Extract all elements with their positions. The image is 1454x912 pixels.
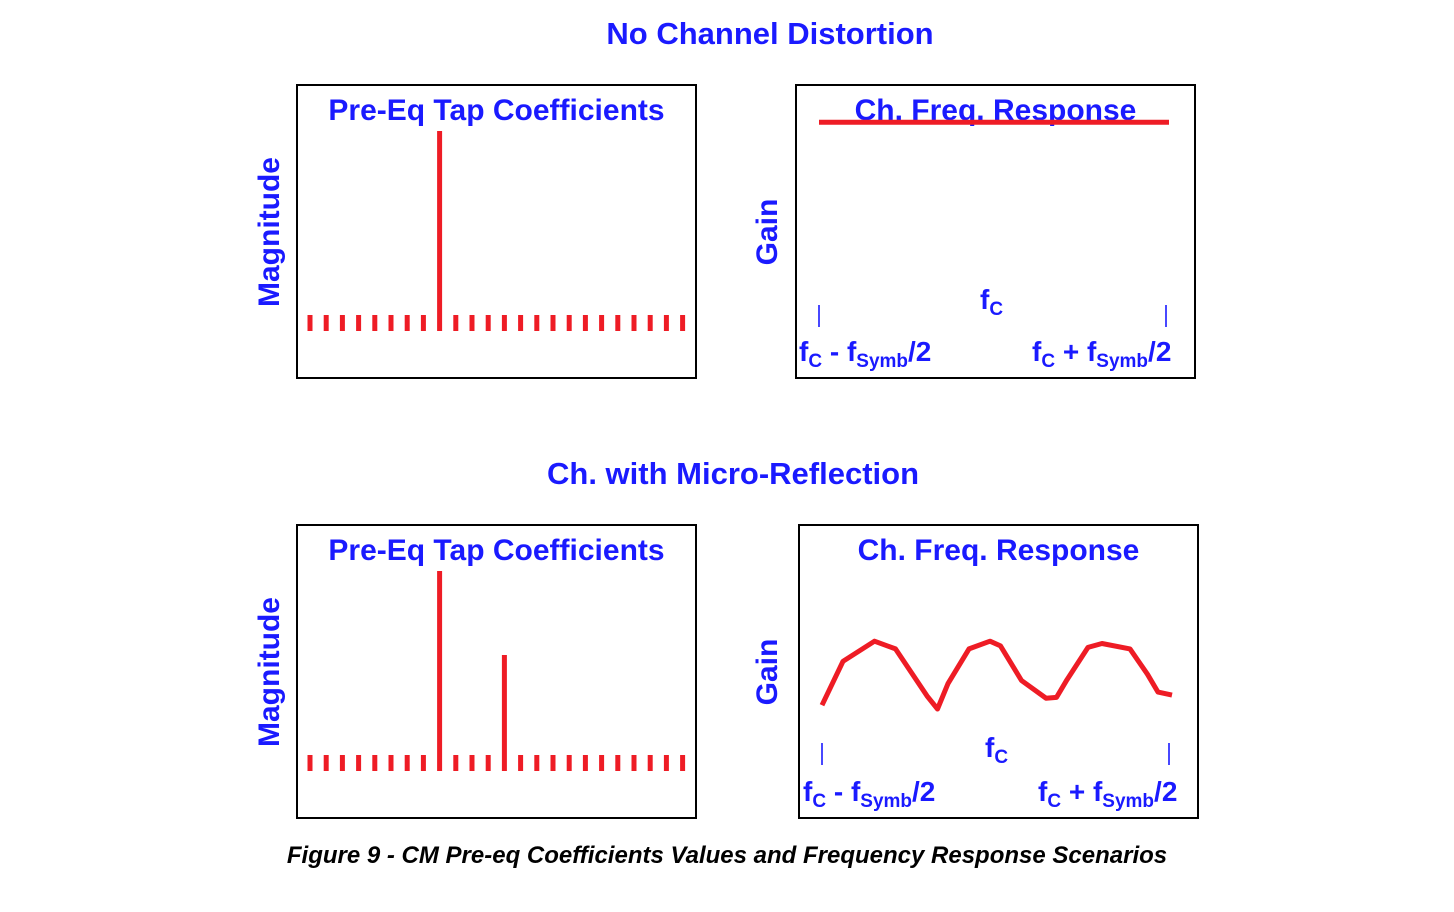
section-title-micro-reflection: Ch. with Micro-Reflection [547,456,919,491]
f-low-label-2: fC - fSymb/2 [803,776,936,812]
f-high-label-1: fC + fSymb/2 [1032,336,1172,372]
freq-ylabel-1: Gain [751,198,784,266]
taps-ylabel-2: Magnitude [253,597,286,747]
f-high-label-2: fC + fSymb/2 [1038,776,1178,812]
freq-panel-title-2: Ch. Freq. Response [857,534,1140,567]
gain-curve [819,638,1173,712]
figure-caption: Figure 9 - CM Pre-eq Coefficients Values… [286,842,1168,869]
freq-plot-1 [818,119,1169,327]
taps-panel-1: Pre-Eq Tap Coefficients [296,84,697,379]
fc-label-1: fC [980,284,1004,320]
fc-label-2: fC [985,732,1009,768]
freq-panel-2: Ch. Freq. Response [798,524,1199,819]
taps-panel-title-2: Pre-Eq Tap Coefficients [328,534,665,567]
freq-plot-2 [819,638,1173,765]
taps-plot-2 [307,571,686,771]
section-title-no-distortion: No Channel Distortion [606,16,934,51]
taps-panel-title-1: Pre-Eq Tap Coefficients [328,94,665,127]
taps-panel-2: Pre-Eq Tap Coefficients [296,524,697,819]
f-low-label-1: fC - fSymb/2 [799,336,932,372]
taps-ylabel-1: Magnitude [253,157,286,307]
freq-ylabel-2: Gain [751,638,784,706]
taps-plot-1 [307,131,686,331]
